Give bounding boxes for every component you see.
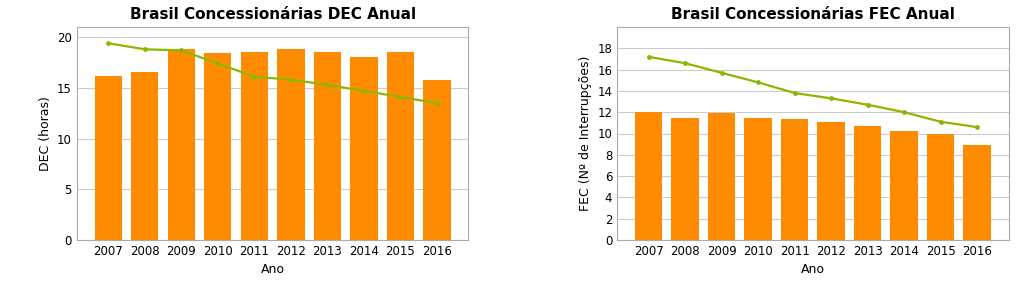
X-axis label: Ano: Ano (260, 263, 285, 276)
X-axis label: Ano: Ano (801, 263, 825, 276)
Y-axis label: DEC (horas): DEC (horas) (39, 96, 51, 171)
Bar (131, 72, 159, 240)
Bar (817, 122, 845, 240)
Bar (168, 49, 195, 240)
Title: Brasil Concessionárias DEC Anual: Brasil Concessionárias DEC Anual (129, 7, 416, 22)
Bar (204, 53, 231, 240)
Bar (94, 76, 122, 240)
Bar (350, 57, 378, 240)
Bar (672, 118, 698, 240)
Title: Brasil Concessionárias FEC Anual: Brasil Concessionárias FEC Anual (671, 7, 954, 22)
Bar (313, 52, 341, 240)
Bar (387, 52, 414, 240)
Y-axis label: FEC (Nº de Interrupções): FEC (Nº de Interrupções) (579, 56, 592, 211)
Bar (423, 80, 451, 240)
Bar (891, 131, 918, 240)
Bar (708, 113, 735, 240)
Bar (241, 52, 268, 240)
Bar (278, 49, 304, 240)
Bar (744, 118, 772, 240)
Bar (854, 126, 882, 240)
Bar (964, 145, 991, 240)
Bar (781, 118, 808, 240)
Bar (927, 134, 954, 240)
Bar (635, 112, 663, 240)
